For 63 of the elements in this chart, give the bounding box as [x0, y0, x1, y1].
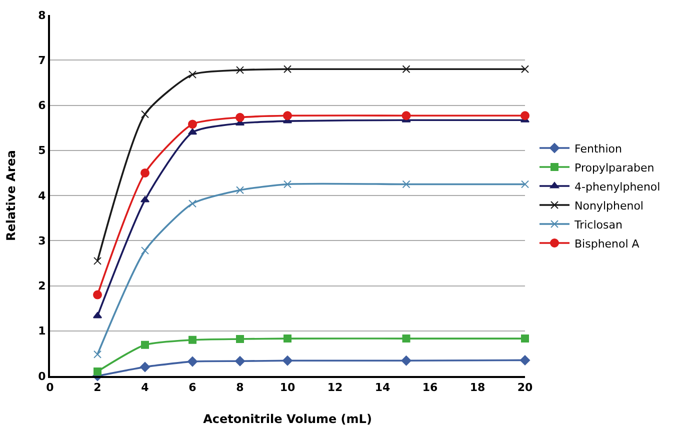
point: [236, 112, 244, 122]
x-tick-label: 8: [236, 381, 244, 394]
legend-label: Nonylphenol: [574, 199, 644, 212]
x-tick-label: 18: [470, 381, 486, 394]
y-tick-label: 3: [38, 234, 46, 248]
point: [521, 180, 529, 188]
x-tick-label: 20: [517, 381, 533, 394]
y-tick-label: 8: [38, 8, 46, 22]
y-tick-label: 0: [38, 370, 46, 383]
point: [188, 336, 196, 344]
point: [236, 66, 244, 74]
point: [188, 128, 198, 135]
point: [141, 110, 149, 118]
x-tick-label: 4: [141, 381, 150, 394]
point: [401, 356, 412, 366]
point: [188, 200, 196, 208]
legend-label: Propylparaben: [574, 161, 654, 174]
point: [236, 186, 244, 194]
point: [402, 334, 410, 343]
point: [93, 290, 102, 300]
point: [94, 367, 102, 376]
y-tick-label: 2: [38, 280, 46, 293]
x-axis-title: Acetonitrile Volume (mL): [203, 412, 372, 426]
point: [141, 246, 149, 255]
y-tick-label: 7: [38, 54, 46, 67]
legend-label: 4-phenylphenol: [574, 180, 660, 194]
point: [140, 362, 150, 372]
x-tick-label: 10: [280, 381, 296, 394]
point: [282, 356, 293, 366]
point: [284, 334, 292, 343]
point: [283, 111, 292, 120]
point: [284, 65, 292, 74]
y-axis-title: Relative Area: [4, 150, 18, 242]
x-tick-label: 16: [422, 381, 438, 394]
point: [234, 356, 246, 366]
point: [521, 334, 529, 343]
x-tick-label: 12: [327, 381, 343, 394]
y-tick-label: 6: [38, 99, 46, 112]
y-tick-label: 5: [38, 144, 46, 158]
x-tick-label: 6: [188, 381, 197, 394]
point: [187, 356, 198, 367]
x-tick-label: 2: [94, 381, 102, 394]
point: [140, 168, 150, 178]
point: [94, 256, 102, 265]
legend-label: Fenthion: [574, 142, 622, 156]
point: [402, 65, 410, 74]
point: [402, 111, 411, 120]
point: [520, 111, 530, 120]
point: [141, 340, 149, 349]
legend-label: Bisphenol A: [574, 237, 640, 250]
legend-label: Triclosan: [574, 218, 622, 232]
y-tick-label: 4: [38, 189, 46, 202]
y-tick-label: 1: [38, 324, 46, 338]
x-tick-label: 14: [374, 381, 390, 394]
point: [236, 335, 244, 343]
point: [521, 65, 529, 74]
point: [520, 355, 530, 366]
point: [188, 70, 196, 79]
point: [402, 180, 410, 188]
point: [92, 312, 102, 318]
point: [188, 120, 197, 129]
point: [94, 350, 102, 358]
point: [284, 180, 292, 188]
